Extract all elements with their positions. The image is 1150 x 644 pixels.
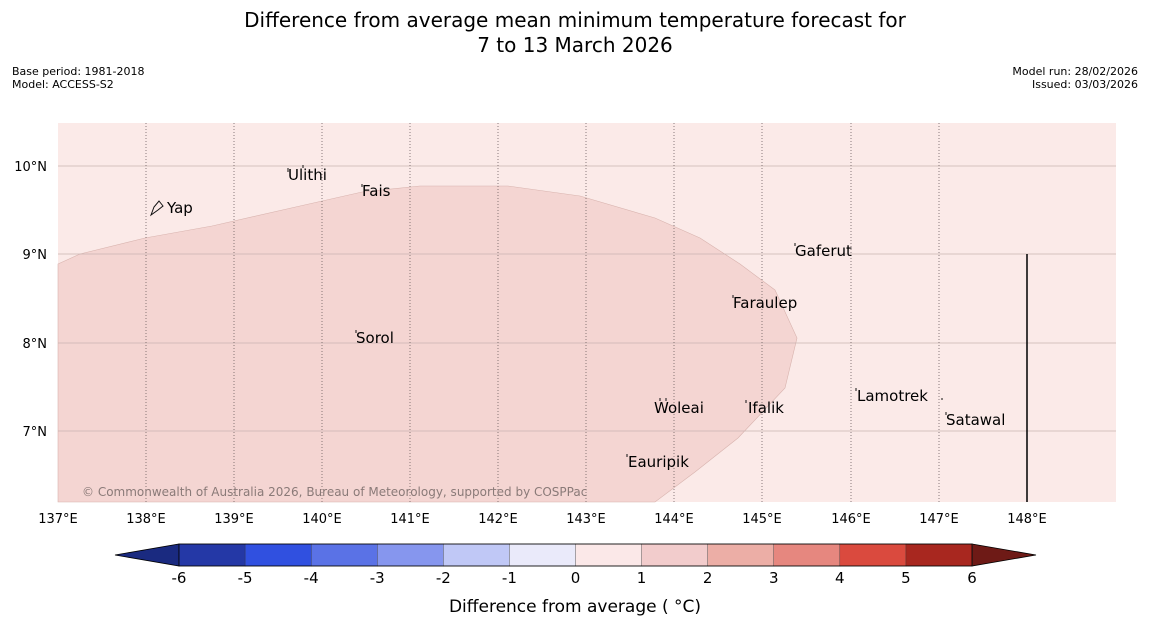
colorbar-tick-label: 5 — [901, 569, 911, 587]
place-label-ulithi: Ulithi — [288, 166, 327, 184]
lon-label-147e: 147°E — [919, 512, 959, 527]
lat-label-7n: 7°N — [23, 425, 48, 440]
lon-label-145e: 145°E — [742, 512, 782, 527]
colorbar-segment — [244, 543, 312, 567]
lon-label-148e: 148°E — [1007, 512, 1047, 527]
colorbar-tick-label: 4 — [835, 569, 845, 587]
place-label-yap: Yap — [166, 199, 193, 217]
colorbar-title: Difference from average ( °C) — [449, 597, 701, 617]
place-label-eauripik: Eauripik — [628, 453, 689, 471]
colorbar-tick-label: -1 — [502, 569, 517, 587]
colorbar-ticks: -6 -5 -4 -3 -2 -1 0 1 2 3 4 5 6 — [172, 569, 977, 587]
colorbar-tick-label: -4 — [304, 569, 319, 587]
colorbar-segment — [178, 543, 246, 567]
lon-label-144e: 144°E — [654, 512, 694, 527]
place-label-lamotrek: Lamotrek — [857, 387, 928, 405]
lat-label-10n: 10°N — [14, 160, 47, 175]
lon-label-146e: 146°E — [831, 512, 871, 527]
lon-axis-labels: 137°E 138°E 139°E 140°E 141°E 142°E 143°… — [38, 512, 1047, 527]
lat-label-8n: 8°N — [23, 337, 48, 352]
colorbar-segment — [443, 543, 511, 567]
colorbar-extend-high — [971, 543, 1037, 567]
place-label-sorol: Sorol — [356, 329, 394, 347]
colorbar-segments — [178, 543, 973, 567]
place-labels: Yap Ulithi Fais Gaferut Faraulep Sorol W… — [166, 166, 1005, 471]
colorbar-tick-label: 3 — [769, 569, 779, 587]
colorbar-tick-label: -5 — [238, 569, 253, 587]
lat-axis-labels: 10°N 9°N 8°N 7°N — [14, 160, 47, 440]
lon-label-143e: 143°E — [566, 512, 606, 527]
lon-label-137e: 137°E — [38, 512, 78, 527]
colorbar-segment — [310, 543, 378, 567]
copyright-notice: © Commonwealth of Australia 2026, Bureau… — [82, 485, 587, 499]
colorbar-segment — [641, 543, 709, 567]
colorbar-tick-label: -6 — [172, 569, 187, 587]
issued-date: Issued: 03/03/2026 — [1031, 78, 1138, 91]
title-line-1: Difference from average mean minimum tem… — [244, 8, 906, 32]
colorbar-tick-label: -2 — [436, 569, 451, 587]
place-label-fais: Fais — [362, 182, 391, 200]
colorbar: -6 -5 -4 -3 -2 -1 0 1 2 3 4 5 6 Difference from aver… — [114, 543, 1037, 617]
place-label-woleai: Woleai — [654, 399, 704, 417]
anomaly-region — [57, 185, 798, 503]
colorbar-tick-label: 0 — [571, 569, 581, 587]
colorbar-segment — [707, 543, 775, 567]
lon-gridlines — [145, 123, 940, 502]
colorbar-tick-label: -3 — [370, 569, 385, 587]
colorbar-extend-low — [114, 543, 180, 567]
colorbar-segment — [575, 543, 643, 567]
place-label-faraulep: Faraulep — [733, 294, 797, 312]
lon-label-141e: 141°E — [390, 512, 430, 527]
model-name: Model: ACCESS-S2 — [12, 78, 114, 91]
base-period: Base period: 1981-2018 — [12, 65, 145, 78]
colorbar-segment — [905, 543, 973, 567]
colorbar-segment — [839, 543, 907, 567]
colorbar-segment — [509, 543, 577, 567]
chart-title: Difference from average mean minimum tem… — [0, 8, 1150, 58]
colorbar-segment — [377, 543, 445, 567]
place-label-ifalik: Ifalik — [748, 399, 784, 417]
lat-label-9n: 9°N — [23, 248, 48, 263]
colorbar-outline — [178, 543, 973, 567]
colorbar-segment — [773, 543, 841, 567]
meta-right: Model run: 28/02/2026 Issued: 03/03/2026 — [1012, 65, 1138, 91]
title-line-2: 7 to 13 March 2026 — [477, 33, 673, 57]
meta-left: Base period: 1981-2018 Model: ACCESS-S2 — [12, 65, 144, 91]
place-label-satawal: Satawal — [946, 411, 1005, 429]
colorbar-tick-label: 6 — [967, 569, 977, 587]
yap-island-shape — [149, 200, 164, 217]
lon-label-140e: 140°E — [302, 512, 342, 527]
lon-label-142e: 142°E — [478, 512, 518, 527]
place-label-gaferut: Gaferut — [795, 242, 852, 260]
lon-label-138e: 138°E — [126, 512, 166, 527]
colorbar-tick-label: 2 — [703, 569, 713, 587]
model-run: Model run: 28/02/2026 — [1012, 65, 1138, 78]
colorbar-tick-label: 1 — [637, 569, 647, 587]
lon-label-139e: 139°E — [214, 512, 254, 527]
island-markers — [149, 165, 947, 457]
